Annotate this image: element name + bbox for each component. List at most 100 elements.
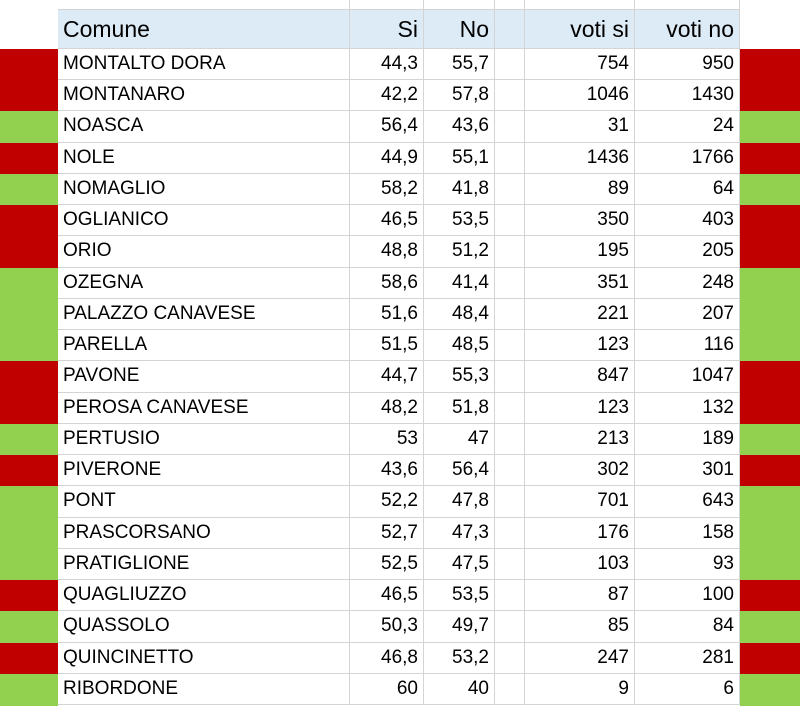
cell: 302	[525, 455, 635, 487]
cell: 84	[635, 611, 740, 643]
row-flag-right	[740, 330, 800, 362]
cell: 93	[635, 548, 740, 581]
cell: 1436	[525, 142, 635, 174]
cell: 53	[350, 423, 424, 456]
cell: 64	[635, 173, 740, 206]
cell: RIBORDONE	[58, 673, 350, 706]
cell: 53,5	[424, 580, 495, 612]
cell: 1766	[635, 142, 740, 174]
cell: 60	[350, 673, 424, 706]
row-flag-right	[740, 517, 800, 550]
row-flag-left	[0, 49, 58, 81]
cell: 132	[635, 392, 740, 424]
cell: 100	[635, 580, 740, 612]
cell	[495, 330, 525, 362]
cell: 176	[525, 517, 635, 549]
cell: 207	[635, 298, 740, 331]
cell: 847	[525, 361, 635, 393]
cell: 85	[525, 611, 635, 643]
cell	[350, 0, 424, 10]
cell	[495, 111, 525, 143]
cell: 55,1	[424, 142, 495, 174]
cell: 1430	[635, 80, 740, 112]
cell: 44,9	[350, 142, 424, 174]
row-flag-left	[0, 142, 58, 175]
row-flag-right	[740, 642, 800, 675]
cell: QUAGLIUZZO	[58, 580, 350, 612]
cell: 48,8	[350, 236, 424, 268]
cell: 52,5	[350, 548, 424, 581]
cell	[495, 423, 525, 456]
cell: 701	[525, 486, 635, 518]
cell: 51,2	[424, 236, 495, 268]
cell: PONT	[58, 486, 350, 518]
row-flag-left	[0, 80, 58, 112]
cell: NOMAGLIO	[58, 173, 350, 206]
cell: 221	[525, 298, 635, 331]
row-flag-left	[0, 548, 58, 581]
row-flag-left	[0, 673, 58, 706]
cell: 48,4	[424, 298, 495, 331]
cell: 87	[525, 580, 635, 612]
row-flag-left	[0, 455, 58, 487]
cell: 213	[525, 423, 635, 456]
cell	[495, 392, 525, 424]
cell: 53,2	[424, 642, 495, 674]
cell: 41,8	[424, 173, 495, 206]
cell	[495, 49, 525, 81]
row-flag-right	[740, 392, 800, 425]
cell: 52,2	[350, 486, 424, 518]
cell: 58,2	[350, 173, 424, 206]
cell: PALAZZO CANAVESE	[58, 298, 350, 331]
cell: 950	[635, 49, 740, 81]
cell: 47,8	[424, 486, 495, 518]
cell: 189	[635, 423, 740, 456]
cell: 158	[635, 517, 740, 549]
cell	[495, 517, 525, 549]
cell: 48,5	[424, 330, 495, 362]
cell: 351	[525, 267, 635, 299]
cell: 52,7	[350, 517, 424, 549]
cell: ORIO	[58, 236, 350, 268]
cell: 403	[635, 205, 740, 237]
cell: 123	[525, 392, 635, 424]
row-flag-left	[0, 611, 58, 644]
row-flag-right	[740, 548, 800, 581]
cell: 44,3	[350, 49, 424, 81]
cell	[495, 361, 525, 393]
cell: NOASCA	[58, 111, 350, 143]
cell	[495, 486, 525, 518]
cell: 49,7	[424, 611, 495, 643]
cell: 48,2	[350, 392, 424, 424]
cell: 24	[635, 111, 740, 143]
cell: 47	[424, 423, 495, 456]
row-flag-right	[740, 455, 800, 487]
row-flag-left	[0, 423, 58, 456]
row-flag-right	[740, 267, 800, 300]
row-flag-right	[740, 49, 800, 81]
cell	[495, 205, 525, 237]
cell: PIVERONE	[58, 455, 350, 487]
row-flag-right	[740, 142, 800, 175]
header-cell	[495, 10, 525, 49]
row-flag-right	[740, 205, 800, 237]
header-cell: No	[424, 10, 495, 49]
header-cell: Comune	[58, 10, 350, 49]
cell: 50,3	[350, 611, 424, 643]
row-flag-left	[0, 580, 58, 612]
cell	[495, 173, 525, 206]
cell: 248	[635, 267, 740, 299]
cell: 42,2	[350, 80, 424, 112]
row-flag-right	[740, 80, 800, 112]
row-flag-right	[740, 486, 800, 519]
cell: 41,4	[424, 267, 495, 299]
cell	[495, 548, 525, 581]
cell	[495, 642, 525, 674]
cell: 103	[525, 548, 635, 581]
cell: 47,5	[424, 548, 495, 581]
row-flag-left	[0, 330, 58, 362]
row-flag-right	[740, 173, 800, 206]
row-flag-right	[740, 236, 800, 269]
cell	[495, 142, 525, 174]
